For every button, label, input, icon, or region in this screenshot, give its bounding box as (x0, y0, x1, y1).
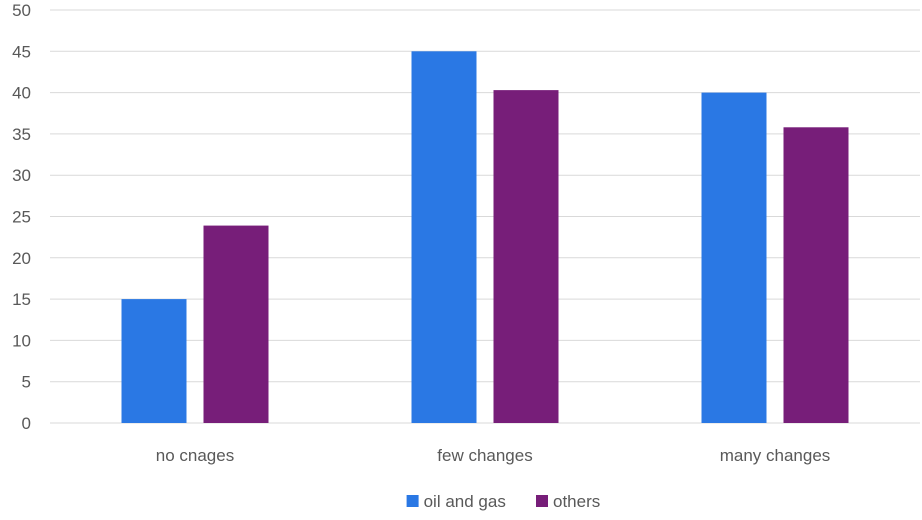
y-tick-label: 40 (12, 84, 31, 103)
y-tick-label: 30 (12, 166, 31, 185)
gridlines (50, 9, 920, 424)
y-tick-label: 25 (12, 208, 31, 227)
legend: oil and gas others (406, 492, 600, 511)
bar-others-1 (493, 90, 559, 423)
x-category-label: few changes (437, 446, 532, 465)
y-tick-label: 5 (22, 373, 31, 392)
y-tick-label: 20 (12, 249, 31, 268)
bar-others-0 (203, 225, 269, 423)
y-tick-label: 35 (12, 125, 31, 144)
y-tick-label: 15 (12, 290, 31, 309)
y-tick-label: 50 (12, 1, 31, 20)
y-tick-label: 10 (12, 331, 31, 350)
bar-oil-and-gas-2 (701, 92, 767, 423)
legend-label: others (553, 492, 600, 511)
x-category-label: no cnages (156, 446, 234, 465)
y-axis-ticks: 0 5 10 15 20 25 30 35 40 45 50 (12, 1, 31, 433)
legend-swatch-others (536, 495, 548, 507)
y-tick-label: 45 (12, 42, 31, 61)
x-axis-labels: no cnages few changes many changes (156, 446, 831, 465)
legend-label: oil and gas (424, 492, 506, 511)
legend-swatch-oil-and-gas (406, 495, 419, 507)
y-tick-label: 0 (22, 414, 31, 433)
bar-oil-and-gas-1 (411, 51, 477, 424)
x-category-label: many changes (720, 446, 831, 465)
bars (121, 51, 849, 424)
bar-oil-and-gas-0 (121, 299, 187, 423)
bar-others-2 (783, 127, 849, 424)
